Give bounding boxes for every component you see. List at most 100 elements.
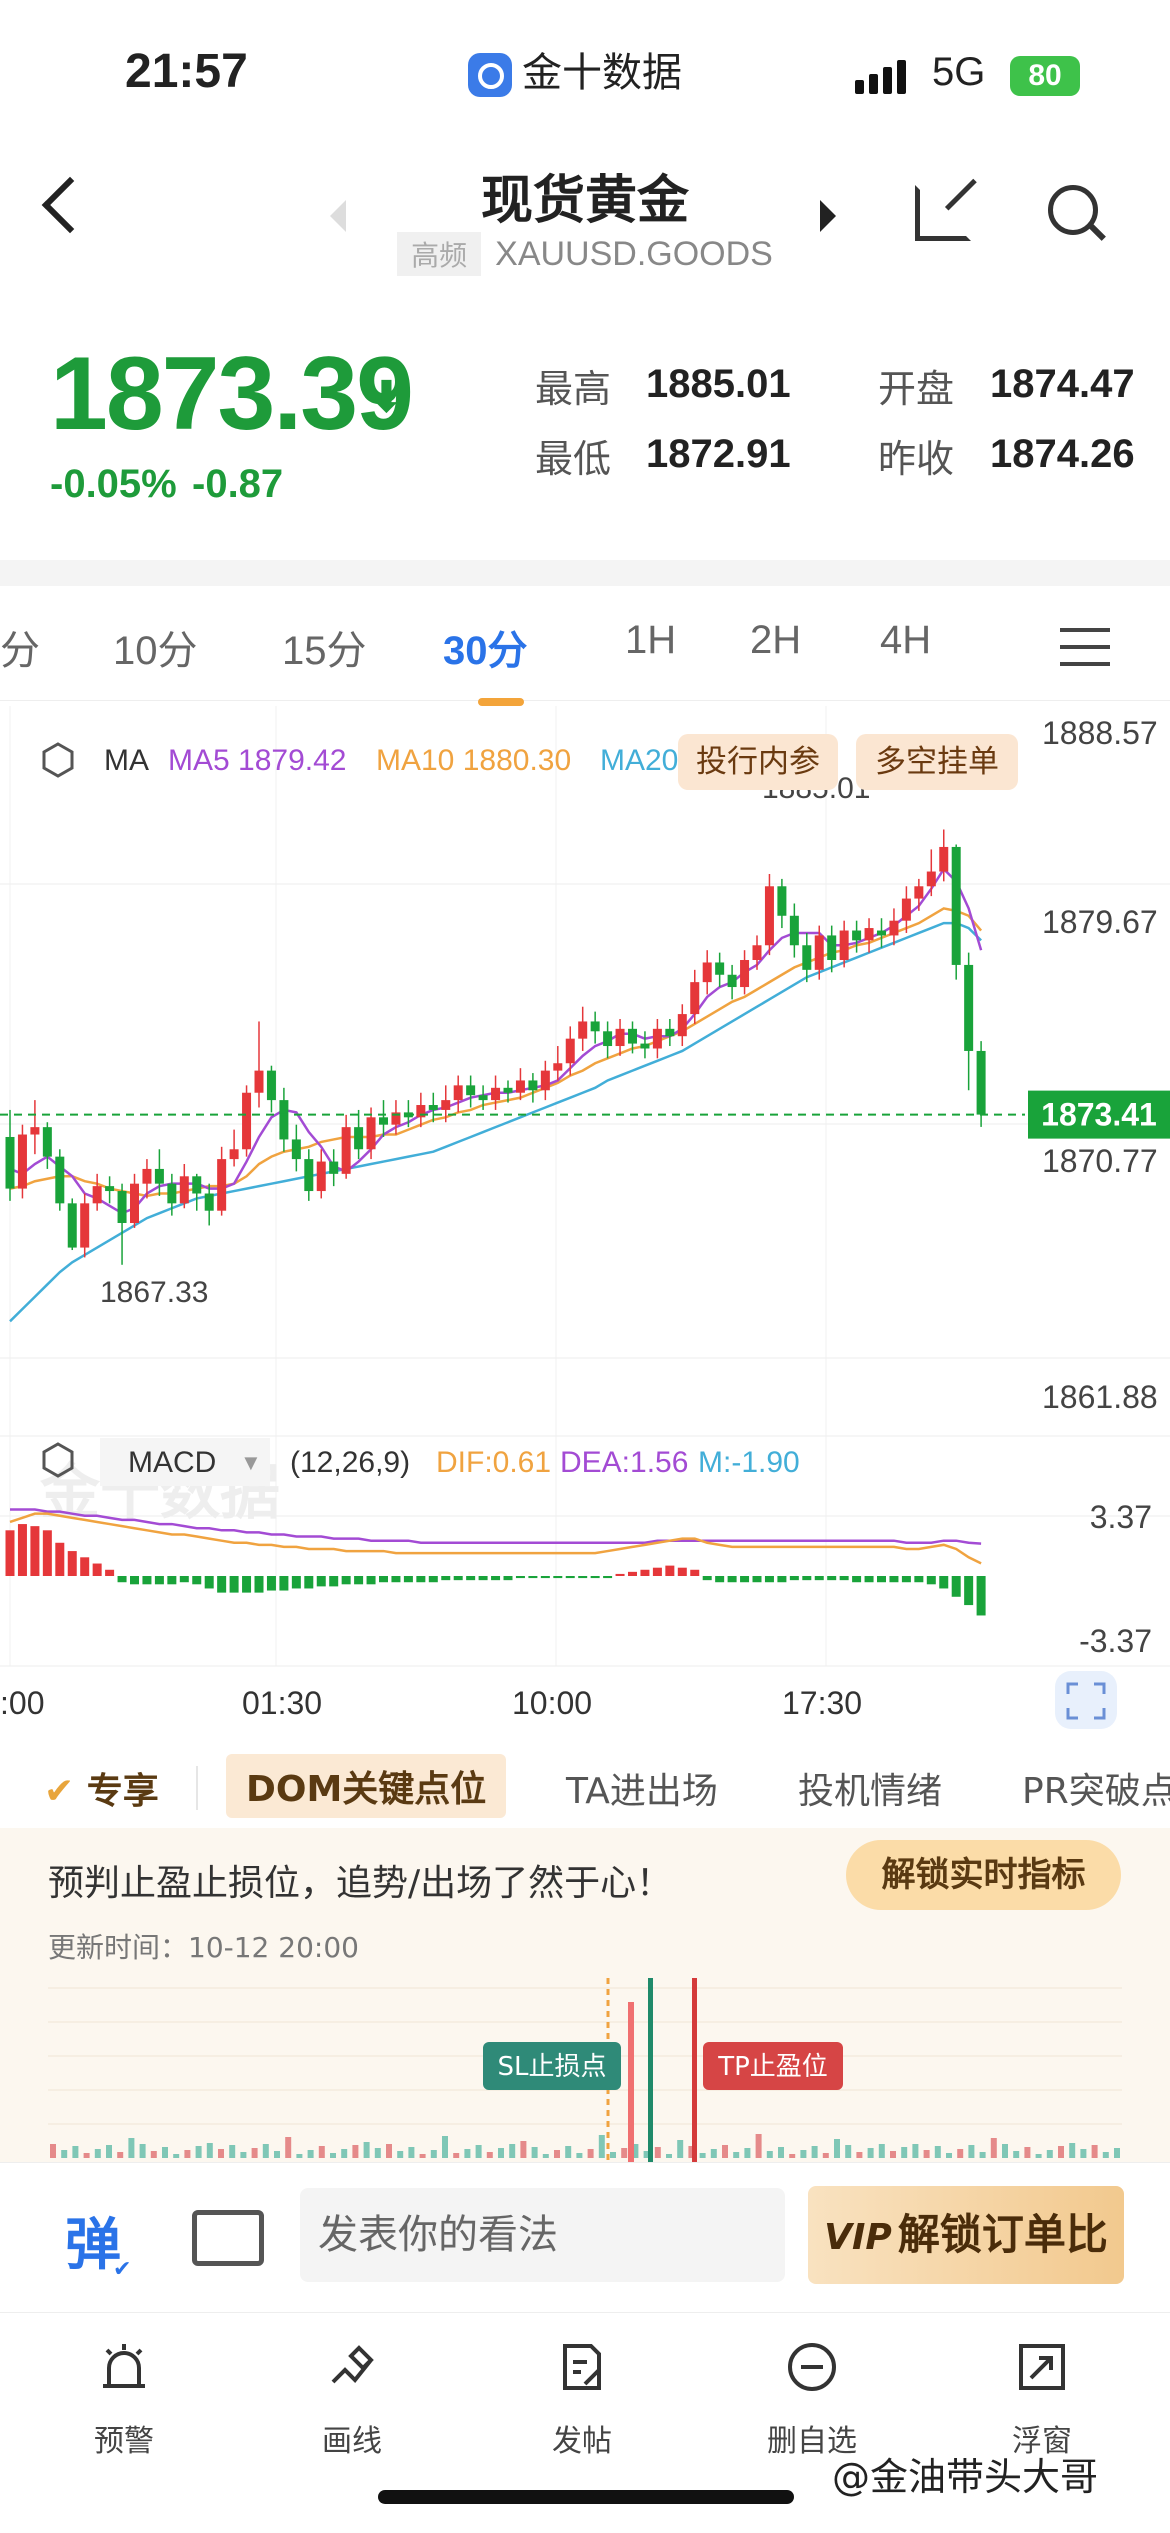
share-icon[interactable] [915, 185, 971, 241]
macd-bar [304, 1576, 314, 1589]
macd-bar [279, 1576, 289, 1591]
candle-body [777, 886, 787, 916]
ticket-icon[interactable] [192, 2210, 264, 2266]
tab-ta[interactable]: TA进出场 [566, 1771, 718, 1812]
search-icon[interactable] [1048, 185, 1098, 235]
nav-post[interactable]: 发帖 [522, 2330, 642, 2460]
tab-30m[interactable]: 30分 [443, 629, 528, 673]
prev-symbol-icon[interactable] [330, 200, 346, 232]
tab-1m[interactable]: 分 [0, 629, 40, 673]
candle-body [30, 1127, 40, 1135]
insider-button[interactable] [678, 734, 838, 790]
orders-button[interactable] [856, 734, 1018, 790]
dom-volume-bar [766, 2151, 773, 2158]
tab-dom[interactable]: DOM关键点位 [226, 1754, 507, 1818]
macd-axis-top: 3.37 [1090, 1499, 1152, 1535]
nav-alert[interactable]: 预警 [64, 2330, 184, 2460]
kline-chart[interactable]: 金十数据 1873.41 1888.57 1879.67 1870.77 186… [0, 706, 1170, 1740]
tab-10m[interactable]: 10分 [113, 629, 198, 673]
macd-bar [777, 1576, 787, 1583]
low-marker: 1867.33 [100, 1276, 208, 1309]
candle-body [540, 1070, 550, 1091]
dom-volume-bar [475, 2145, 482, 2158]
tab-exclusive[interactable]: ✔ 专享 [44, 1762, 159, 1814]
time-label-1: 01:30 [242, 1685, 322, 1721]
candle-body [242, 1092, 252, 1150]
tab-15m[interactable]: 15分 [282, 629, 367, 673]
candle-body [478, 1095, 488, 1101]
dom-volume-bar [285, 2137, 292, 2158]
dom-volume-bar [901, 2147, 908, 2158]
nav-float-window[interactable]: 浮窗 [982, 2330, 1102, 2460]
menu-icon[interactable] [1060, 628, 1110, 679]
macd-bar [615, 1573, 625, 1576]
macd-bar [142, 1576, 152, 1585]
tab-pr[interactable]: PR突破点 [1022, 1771, 1170, 1812]
macd-bar [565, 1576, 575, 1579]
macd-bar [926, 1576, 936, 1585]
dom-volume-bar [83, 2153, 90, 2158]
dom-volume-bar [822, 2153, 829, 2158]
dom-volume-bar [1002, 2144, 1008, 2158]
current-price-label: 1873.41 [1041, 1097, 1157, 1133]
unlock-indicator-button[interactable]: 解锁实时指标 [846, 1840, 1121, 1910]
macd-selector[interactable] [100, 1438, 270, 1486]
open-value: 1874.47 [990, 362, 1135, 406]
dom-volume-bar [834, 2139, 840, 2158]
tab-sentiment[interactable]: 投机情绪 [798, 1771, 943, 1812]
tab-2h[interactable]: 2H [750, 618, 802, 662]
dom-volume-bar [61, 2150, 68, 2158]
dom-volume-bar [811, 2146, 818, 2158]
macd-bar [901, 1576, 911, 1583]
candle-body [640, 1043, 650, 1049]
dom-volume-bar [1035, 2154, 1042, 2158]
candle-body [814, 935, 824, 970]
candle-body [615, 1028, 625, 1047]
prev-close-value: 1874.26 [990, 432, 1135, 476]
candle-body [877, 930, 886, 936]
dom-volume-bar [890, 2151, 896, 2158]
dom-volume-bar [946, 2153, 952, 2158]
dom-volume-bar [408, 2147, 415, 2158]
ma5-legend: MA5 1879.42 [168, 744, 346, 777]
tp-tag [703, 2042, 843, 2090]
dom-volume-bar [150, 2151, 157, 2158]
chart-grid [0, 706, 1170, 1667]
candle-body [628, 1028, 637, 1044]
next-symbol-icon[interactable] [820, 200, 836, 232]
time-label-2: 10:00 [512, 1685, 592, 1721]
candle-body [839, 930, 849, 961]
candle-body [5, 1136, 15, 1189]
tab-1h[interactable]: 1H [625, 618, 677, 662]
tab-4h[interactable]: 4H [880, 618, 932, 662]
home-indicator[interactable] [378, 2490, 794, 2504]
macd-histogram [5, 1508, 986, 1616]
dom-volume-bar [318, 2146, 325, 2158]
nav-remove-watchlist[interactable]: 删自选 [752, 2330, 872, 2460]
candle-body [789, 915, 799, 946]
unlock-order-ratio-button[interactable]: VIP 解锁订单比 [808, 2186, 1124, 2284]
ma20-line-path [9, 921, 982, 1323]
danmaku-toggle[interactable]: 弹✔ [65, 2200, 139, 2282]
dom-volume-bar [363, 2142, 370, 2158]
dom-volume-bar [1091, 2145, 1098, 2158]
macd-bar [55, 1542, 65, 1576]
fullscreen-icon[interactable] [1055, 1671, 1117, 1729]
candle-body [939, 846, 949, 872]
candle-body [914, 886, 924, 899]
candle-body [217, 1159, 227, 1211]
comment-input[interactable]: 发表你的看法 [300, 2188, 785, 2282]
macd-bar [702, 1576, 712, 1581]
nav-draw[interactable]: 画线 [292, 2330, 412, 2460]
app-pill[interactable]: 金十数据 [468, 40, 682, 98]
status-time: 21:57 [125, 45, 248, 98]
nav-post-label: 发帖 [552, 2424, 612, 2459]
macd-bar [366, 1576, 376, 1585]
feature-tabs: ✔ 专享 DOM关键点位 TA进出场 投机情绪 PR突破点 [0, 1740, 1170, 1830]
candle-body [204, 1193, 214, 1211]
macd-bar [92, 1563, 102, 1576]
prev-close-label: 昨收 [878, 437, 955, 481]
tab-exclusive-label: 专享 [86, 1771, 159, 1812]
dom-volume-bar [330, 2153, 336, 2158]
macd-bar [17, 1524, 27, 1576]
